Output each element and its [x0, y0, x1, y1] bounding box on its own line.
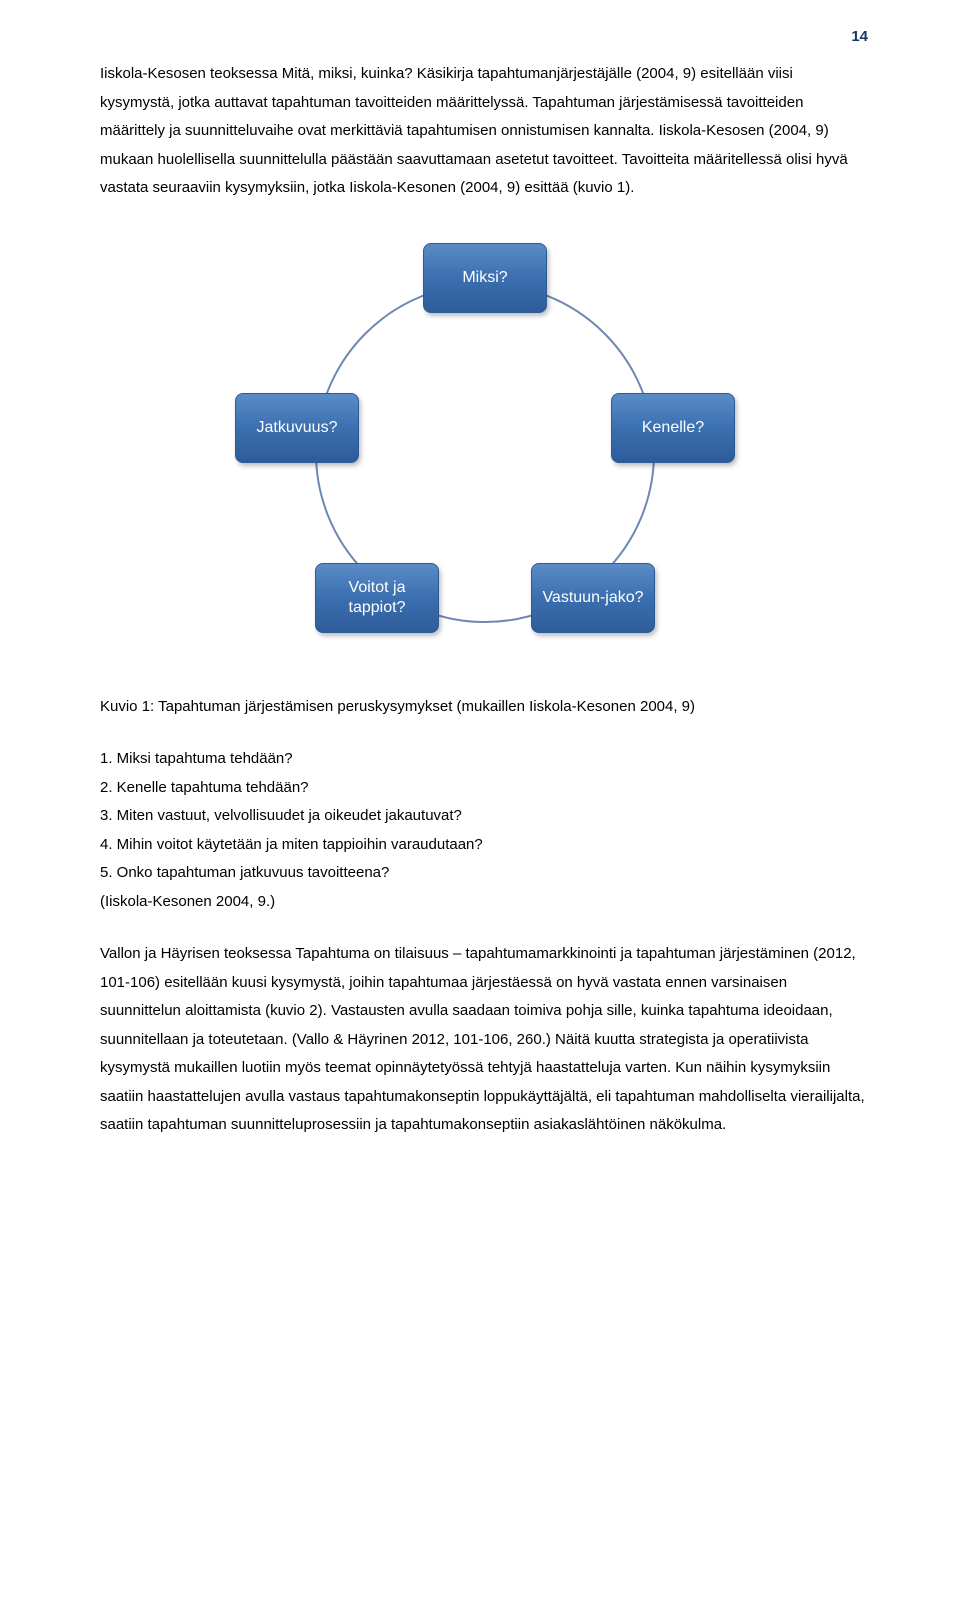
node-miksi: Miksi? [423, 243, 547, 313]
node-kenelle: Kenelle? [611, 393, 735, 463]
paragraph-2: Vallon ja Häyrisen teoksessa Tapahtuma o… [100, 940, 870, 1140]
node-jatkuvuus: Jatkuvuus? [235, 393, 359, 463]
list-item: 1. Miksi tapahtuma tehdään? [100, 745, 870, 774]
figure-caption: Kuvio 1: Tapahtuman järjestämisen perusk… [100, 693, 870, 722]
node-vastuunjako: Vastuun-jako? [531, 563, 655, 633]
list-item: 5. Onko tapahtuman jatkuvuus tavoitteena… [100, 859, 870, 888]
list-item: 3. Miten vastuut, velvollisuudet ja oike… [100, 802, 870, 831]
page-number: 14 [851, 28, 868, 45]
list-item: 4. Mihin voitot käytetään ja miten tappi… [100, 831, 870, 860]
paragraph-1: Iiskola-Kesosen teoksessa Mitä, miksi, k… [100, 60, 870, 203]
node-voitot: Voitot ja tappiot? [315, 563, 439, 633]
list-item: 2. Kenelle tapahtuma tehdään? [100, 774, 870, 803]
cycle-diagram: Miksi? Kenelle? Vastuun-jako? Voitot ja … [245, 243, 725, 663]
document-page: 14 Iiskola-Kesosen teoksessa Mitä, miksi… [0, 0, 960, 1214]
list-item: (Iiskola-Kesonen 2004, 9.) [100, 888, 870, 917]
numbered-list: 1. Miksi tapahtuma tehdään? 2. Kenelle t… [100, 745, 870, 916]
